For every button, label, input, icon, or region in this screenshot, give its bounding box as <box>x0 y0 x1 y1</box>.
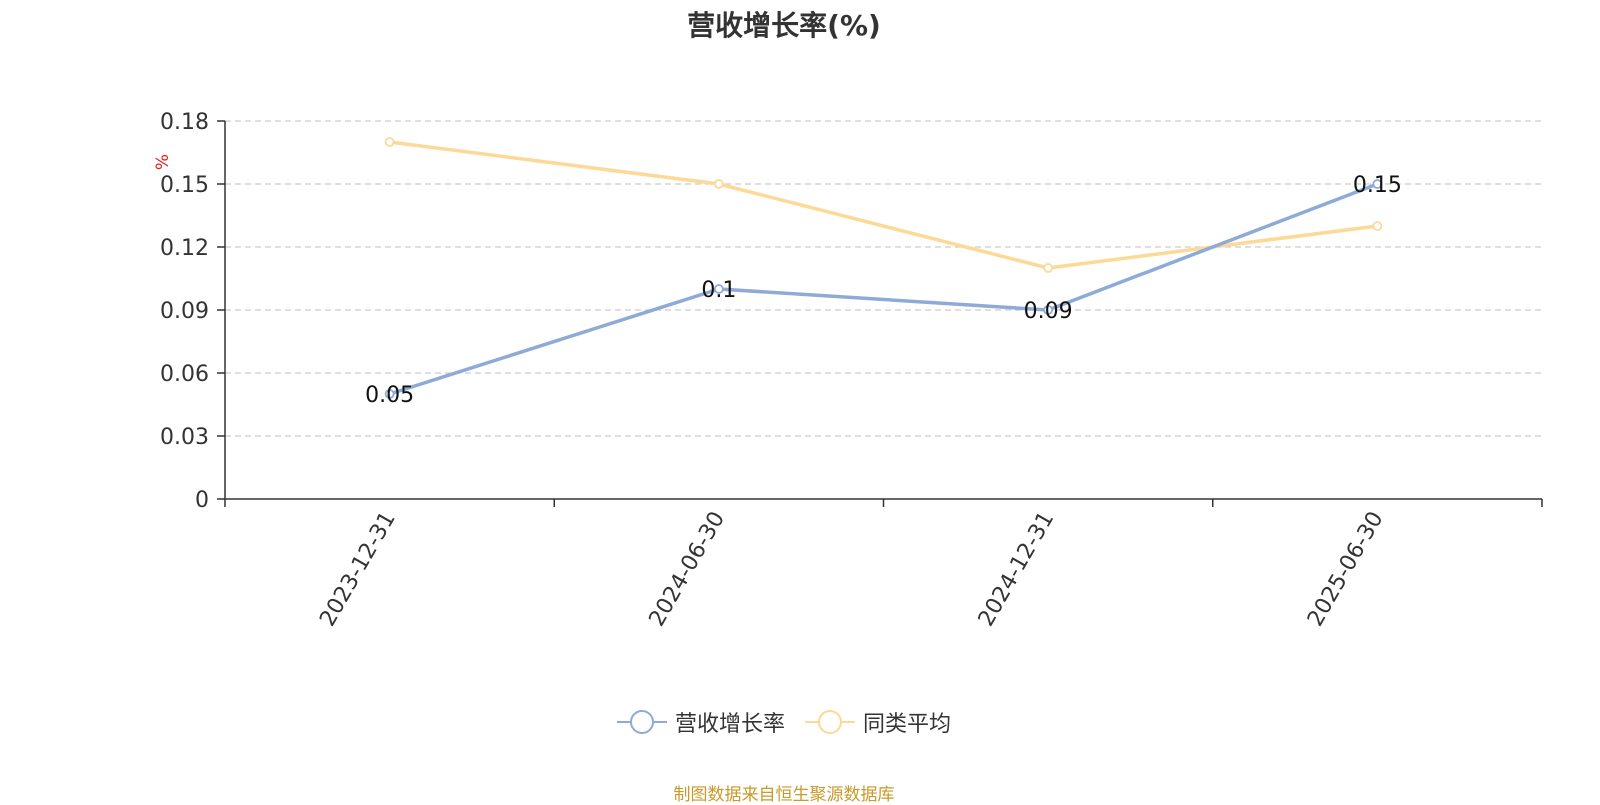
data-labels: 0.05 0.1 0.09 0.15 <box>365 173 1402 408</box>
data-point <box>1043 263 1054 273</box>
data-label: 0.15 <box>1353 173 1402 198</box>
series-line-2 <box>389 140 1378 270</box>
series-lines <box>384 137 1383 399</box>
y-tick-label: 0.09 <box>160 299 209 324</box>
series-line-1 <box>389 182 1379 396</box>
chart-title: 营收增长率(%) <box>687 9 881 42</box>
legend: 营收增长率 同类平均 <box>0 706 1568 738</box>
y-tick-label: 0.06 <box>160 362 209 387</box>
legend-label: 同类平均 <box>863 712 952 737</box>
y-tick-label: 0.15 <box>160 173 209 198</box>
data-point <box>1043 305 1054 315</box>
data-point <box>713 284 724 294</box>
data-point <box>1372 221 1383 231</box>
y-axis-unit-label: % <box>153 154 173 170</box>
circle-line-icon <box>616 710 667 734</box>
data-point <box>384 137 395 147</box>
x-tick-label: 2024-12-31 <box>974 508 1060 631</box>
data-point <box>1372 179 1383 189</box>
grid-lines <box>225 120 1542 437</box>
circle-line-icon <box>805 710 855 734</box>
y-tick-label: 0.18 <box>160 110 209 135</box>
data-label: 0.05 <box>365 383 414 408</box>
legend-item-series-1[interactable]: 营收增长率 <box>616 706 785 738</box>
x-tick-label: 2023-12-31 <box>315 508 401 631</box>
y-tick-label: 0.12 <box>160 236 209 261</box>
data-point <box>384 389 395 399</box>
legend-label: 营收增长率 <box>674 712 785 737</box>
y-tick-label: 0 <box>195 488 209 513</box>
y-tick-label: 0.03 <box>160 425 209 450</box>
source-note: 制图数据来自恒生聚源数据库 <box>673 785 895 805</box>
data-point <box>713 179 724 189</box>
data-label: 0.09 <box>1024 299 1073 324</box>
x-tick-label: 2025-06-30 <box>1303 508 1389 631</box>
axes: 0 0.03 0.06 0.09 0.12 0.15 0.18% 2023-12-31 2024… <box>153 110 1543 631</box>
x-tick-label: 2024-06-30 <box>644 508 730 631</box>
legend-item-series-2[interactable]: 同类平均 <box>805 706 951 738</box>
data-label: 0.1 <box>701 278 736 303</box>
